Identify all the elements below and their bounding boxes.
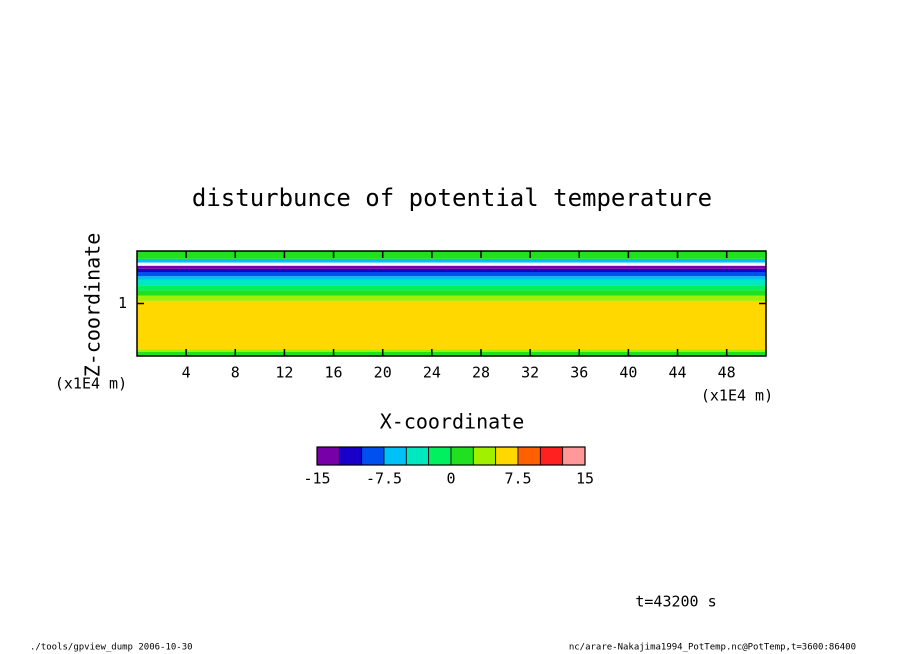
contour-band: [137, 279, 766, 286]
x-tick-label: 48: [718, 364, 736, 382]
y-unit: (x1E4 m): [55, 375, 127, 393]
colorbar-cell: [383, 446, 407, 466]
colorbar-cell: [316, 446, 340, 466]
colorbar-cell: [472, 446, 497, 466]
x-tick-label: 28: [472, 364, 490, 382]
colorbar-cell: [428, 446, 452, 466]
colorbar-cell: [405, 446, 430, 466]
contour-band: [137, 272, 766, 277]
colorbar-label: 0: [446, 470, 455, 488]
contour-band: [137, 276, 766, 280]
y-tick-label: 1: [118, 294, 127, 312]
contour-band: [137, 265, 766, 269]
x-tick-label: 8: [231, 364, 240, 382]
contour-band: [137, 351, 766, 356]
contour-band: [137, 349, 766, 352]
contour-band: [137, 262, 766, 266]
x-tick-label: 44: [669, 364, 687, 382]
x-tick-label: 40: [619, 364, 637, 382]
x-tick-label: 24: [423, 364, 441, 382]
colorbar-label: -15: [303, 470, 330, 488]
colorbar-cell: [361, 446, 385, 466]
x-axis-label: X-coordinate: [380, 410, 525, 434]
colorbar-cell: [450, 446, 474, 466]
colorbar-label: 7.5: [504, 470, 531, 488]
colorbar-label: 15: [576, 470, 594, 488]
x-tick-label: 16: [325, 364, 343, 382]
contour-band: [137, 295, 766, 301]
x-tick-label: 36: [570, 364, 588, 382]
colorbar-label: -7.5: [366, 470, 402, 488]
y-axis-label: Z-coordinate: [81, 233, 105, 378]
x-tick-label: 12: [275, 364, 293, 382]
colorbar-cell: [495, 446, 519, 466]
contour-band: [137, 268, 766, 272]
colorbar-cell: [562, 446, 586, 466]
colorbar-cell: [517, 446, 541, 466]
footer-left: ./tools/gpview_dump 2006-10-30: [30, 643, 193, 653]
contour-band: [137, 300, 766, 350]
colorbar-cell: [539, 446, 564, 466]
footer-right: nc/arare-Nakajima1994_PotTemp.nc@PotTemp…: [569, 643, 856, 653]
contour-band: [137, 251, 766, 259]
contour-band: [137, 285, 766, 291]
colorbar-frame: [316, 446, 586, 466]
colorbar-cell: [338, 446, 363, 466]
x-tick-label: 32: [521, 364, 539, 382]
chart-title: disturbunce of potential temperature: [192, 184, 712, 212]
contour-band: [137, 258, 766, 263]
contour-band: [137, 290, 766, 296]
x-tick-label: 20: [374, 364, 392, 382]
x-unit: (x1E4 m): [701, 387, 773, 405]
time-label: t=43200 s: [635, 593, 716, 611]
x-tick-label: 4: [182, 364, 191, 382]
